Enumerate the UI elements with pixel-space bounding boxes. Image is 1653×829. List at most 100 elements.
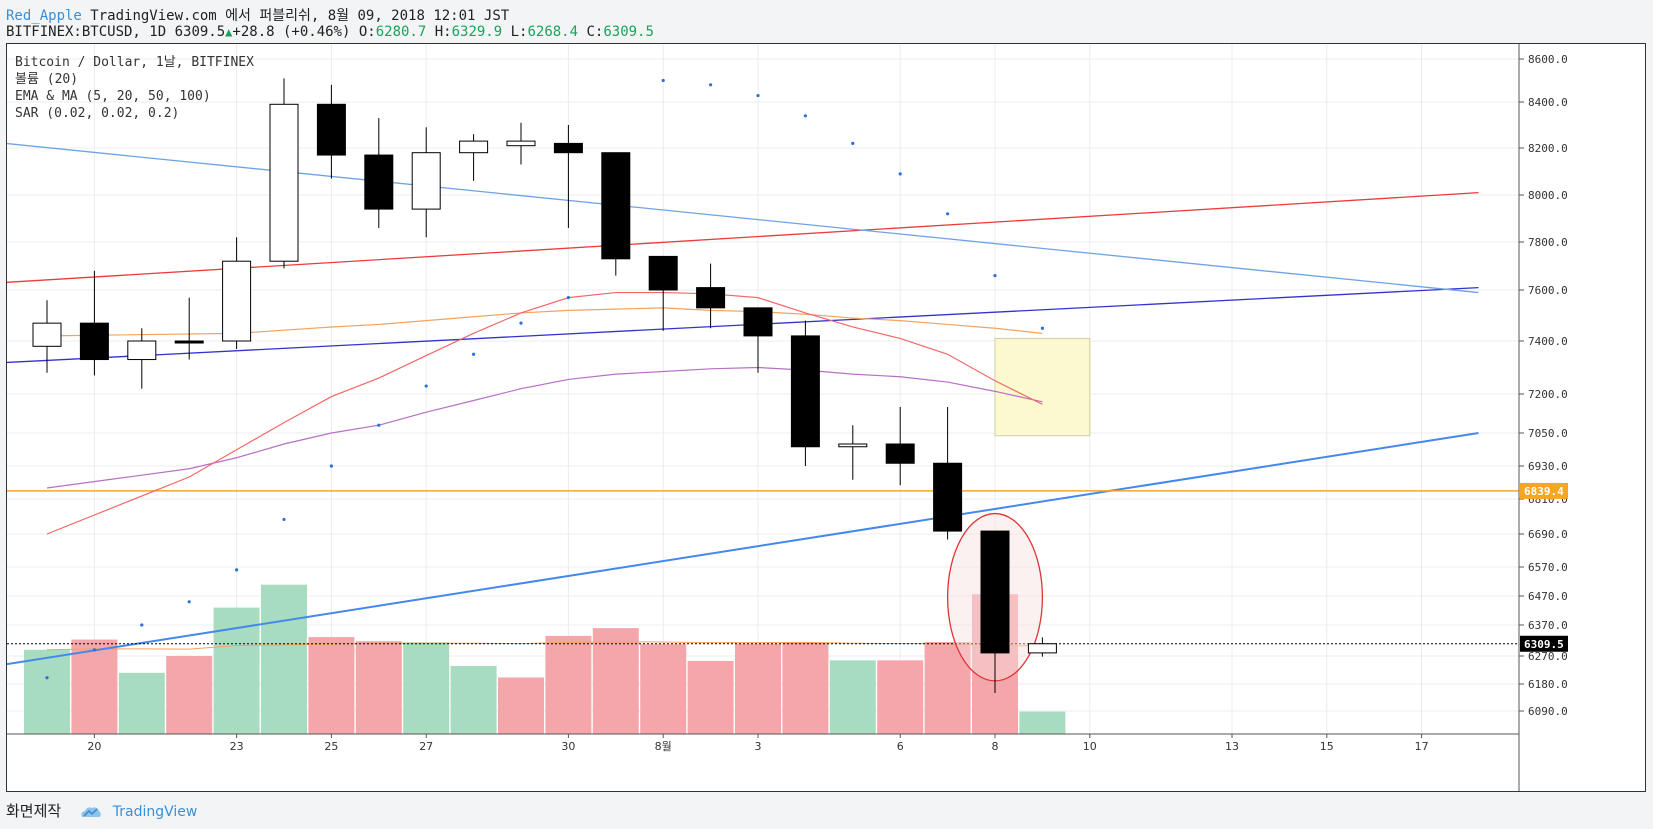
candle-body <box>222 260 252 342</box>
sar-dot <box>851 141 855 145</box>
time-tick-label: 17 <box>1415 740 1429 753</box>
price-tick-label: 8200.0 <box>1528 142 1568 155</box>
price-tick-label: 6090.0 <box>1528 705 1568 718</box>
volume-bar <box>450 665 497 734</box>
candle-body <box>696 287 726 309</box>
volume-bar <box>924 642 971 734</box>
sar-dot <box>661 78 665 83</box>
time-tick-label: 15 <box>1320 740 1334 753</box>
volume-bar <box>877 660 924 734</box>
volume-bar <box>545 635 592 734</box>
price-tick-label: 6470.0 <box>1528 590 1568 603</box>
target-box-zone <box>994 337 1091 437</box>
candle-body <box>316 103 346 156</box>
open-value: 6280.7 <box>375 24 427 40</box>
price-tick-label: 7600.0 <box>1528 284 1568 297</box>
price-chart[interactable]: 8600.0 8400.0 8200.0 8000.0 7800.0 7600.0 7400… <box>7 44 1646 792</box>
candle-body <box>648 255 678 291</box>
price-tick-label: 7800.0 <box>1528 236 1568 249</box>
last-price: 6309.5 <box>174 24 226 40</box>
ema-red-line <box>46 291 1043 535</box>
volume-bar <box>261 584 307 734</box>
candle-body <box>980 530 1010 654</box>
symbol-label: BITFINEX:BTCUSD, 1D <box>6 24 167 40</box>
high-value: 6329.9 <box>451 24 503 40</box>
legend-symbol: Bitcoin / Dollar, 1날, BITFINEX <box>15 55 254 70</box>
sar-dot <box>709 83 713 87</box>
price-tick-label: 8400.0 <box>1528 96 1568 109</box>
change-value: +28.8 (+0.46%) <box>232 24 351 40</box>
up-arrow-icon: ▲ <box>225 25 233 39</box>
sar-dot <box>566 296 571 300</box>
chart-area[interactable]: 8600.0 8400.0 8200.0 8000.0 7800.0 7600.0 7400… <box>6 43 1646 792</box>
time-tick-label: 3 <box>755 740 762 753</box>
candle-body <box>933 462 963 532</box>
sar-dot <box>329 464 333 468</box>
candle-body <box>838 443 868 448</box>
trendline-blue <box>7 432 1479 666</box>
volume-bar <box>829 660 876 734</box>
price-tick-label: 6270.0 <box>1528 650 1568 663</box>
last-price-tag <box>1520 635 1568 652</box>
candle-body <box>32 322 62 347</box>
footer-made-with: 화면제작 <box>6 802 62 820</box>
time-tick-label: 23 <box>230 740 244 753</box>
trendline-navy <box>7 286 1479 364</box>
footer: 화면제작 TradingView <box>6 800 197 821</box>
volume-bar <box>213 607 260 734</box>
sar-dot <box>424 384 428 388</box>
time-tick-label: 8 <box>992 740 999 753</box>
time-tick-label: 6 <box>897 740 904 753</box>
price-tick-label: 7400.0 <box>1528 335 1568 348</box>
trendline-lightblue <box>7 142 1479 294</box>
price-tick-label: 7050.0 <box>1528 427 1568 440</box>
time-tick-label: 30 <box>561 740 575 753</box>
time-tick-label: 20 <box>87 740 101 753</box>
volume-bar <box>687 660 734 734</box>
price-tick-label: 6930.0 <box>1528 460 1568 473</box>
price-tick-label: 6690.0 <box>1528 528 1568 541</box>
sar-dot <box>946 212 950 216</box>
sar-dot <box>472 352 476 356</box>
volume-bar <box>71 639 118 734</box>
last-price-label: 6309.5 <box>1524 638 1564 651</box>
footer-brand[interactable]: TradingView <box>112 804 198 820</box>
candle-body <box>743 307 773 337</box>
price-tick-label: 8600.0 <box>1528 53 1568 66</box>
sar-dot <box>140 623 144 627</box>
volume-bar <box>592 628 639 734</box>
volume-bar <box>118 672 165 734</box>
candle-body <box>269 103 299 262</box>
volume-bar <box>166 656 213 734</box>
legend-sar: SAR (0.02, 0.02, 0.2) <box>15 106 180 121</box>
header-line-2: BITFINEX:BTCUSD, 1D 6309.5▲+28.8 (+0.46%… <box>6 24 654 40</box>
header-line-1: Red_Apple TradingView.com 에서 퍼블리쉬, 8월 09… <box>6 5 509 25</box>
time-tick-label: 10 <box>1083 740 1097 753</box>
price-tick-label: 6180.0 <box>1528 678 1568 691</box>
candle-body <box>411 152 441 210</box>
sar-dot <box>898 172 902 176</box>
candle-body <box>174 340 204 344</box>
sar-dot <box>519 321 523 325</box>
sar-dot <box>235 568 239 572</box>
level-price-label: 6839.4 <box>1524 485 1564 498</box>
volume-bar <box>355 641 402 734</box>
sar-dot <box>377 423 381 427</box>
close-value: 6309.5 <box>603 24 654 40</box>
sar-dot <box>187 600 191 604</box>
legend-volume: 볼륨 (20) <box>15 72 79 87</box>
sar-dot <box>756 93 760 98</box>
legend-ema-ma: EMA & MA (5, 20, 50, 100) <box>15 89 211 104</box>
close-label: C: <box>586 24 604 40</box>
candle-body <box>601 152 631 260</box>
volume-bar <box>640 644 687 734</box>
volume-bar <box>403 642 450 734</box>
tradingview-cloud-icon <box>81 806 101 817</box>
volume-bar <box>1019 711 1066 734</box>
price-tick-label: 6370.0 <box>1528 619 1568 632</box>
publisher-name[interactable]: Red_Apple <box>6 8 82 24</box>
sar-dot <box>45 676 49 680</box>
candle-body <box>1027 643 1057 654</box>
low-value: 6268.4 <box>527 24 579 40</box>
low-label: L: <box>510 24 528 40</box>
